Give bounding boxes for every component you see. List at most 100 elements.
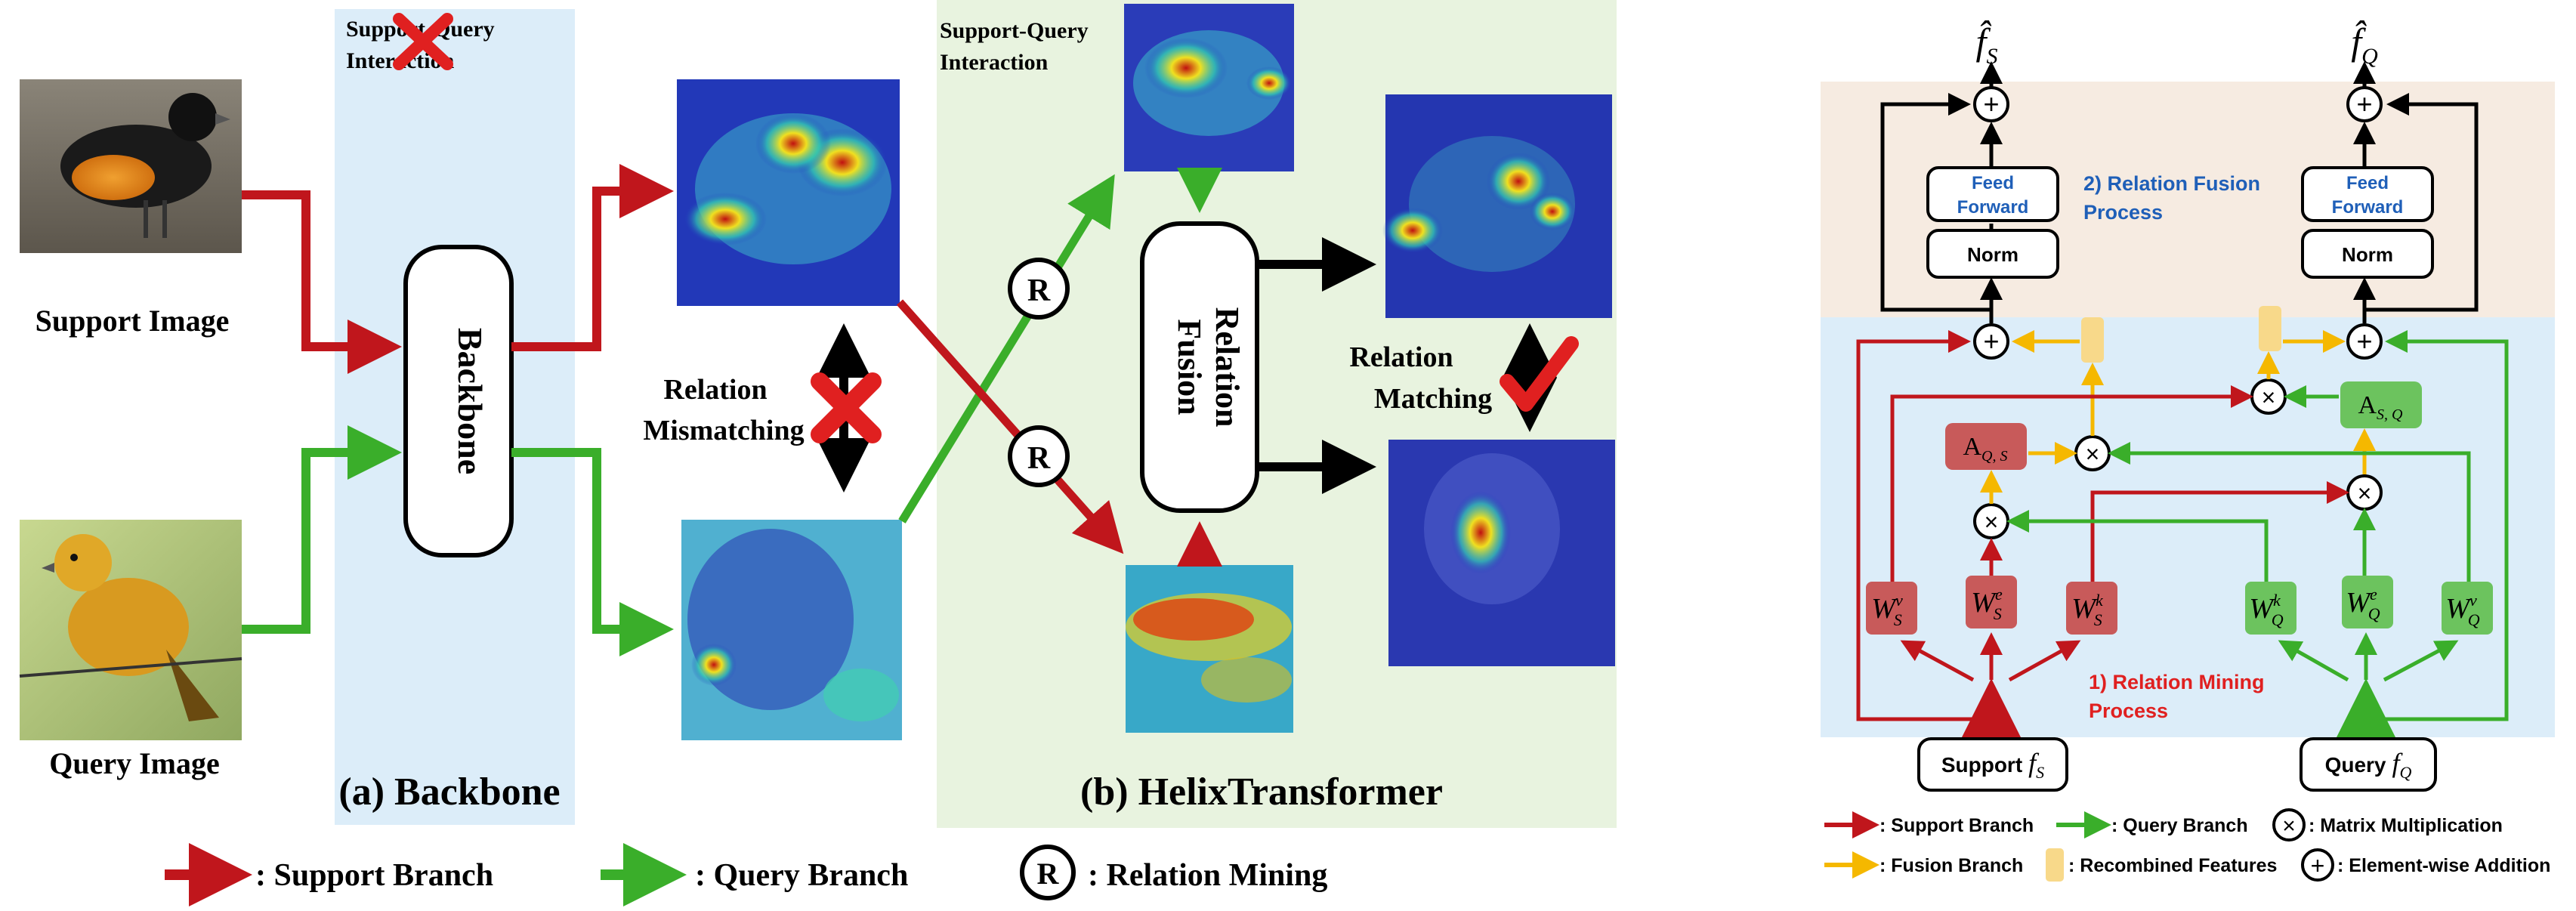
heatmap-helix-top (1124, 4, 1294, 171)
arrow-query-cross (898, 174, 1115, 523)
arrow-support-cross (896, 299, 1124, 554)
plus-icon-s-bottom: + (1973, 323, 2009, 360)
line-wqk-to-times4 (2006, 510, 2269, 582)
legend-query-label: : Query Branch (695, 858, 908, 893)
arrow-support-to-backbone (242, 190, 402, 374)
svg-text:f̂Q: f̂Q (2351, 20, 2378, 69)
svg-text:f̂S: f̂S (1976, 20, 1998, 69)
svg-text:×: × (1985, 508, 1999, 536)
relation-mining-symbol-upper: R (1008, 258, 1070, 320)
skip-s (1880, 93, 1991, 312)
arrow-query-to-backbone (242, 425, 402, 634)
feed-forward-q (2301, 166, 2434, 222)
svg-text:WkQ: Wk Q (2249, 591, 2283, 629)
w-box-s-k: Wk S (2066, 582, 2117, 635)
backbone-box-label: Backbone (451, 328, 490, 474)
svg-text:R: R (1037, 857, 1060, 891)
legend-r-fusion-label: : Fusion Branch (1879, 855, 2023, 876)
recombined-feature-q (2259, 306, 2281, 351)
legend-r-plus-icon: + (2301, 848, 2334, 882)
w-box-q-e: We Q (2342, 576, 2393, 628)
query-input-box (2300, 737, 2437, 792)
plus-icon-q-top: + (2346, 86, 2383, 122)
svg-text:+: + (2311, 852, 2325, 879)
legend-relation-mining-symbol: R (1020, 845, 1076, 900)
w-box-s-v: Wv S (1866, 582, 1917, 635)
times-icon-1: × (2250, 378, 2287, 415)
output-support-label: f̂S (1976, 20, 1998, 69)
arrow-q-to-wqk (2278, 640, 2349, 682)
line-wsk-to-times3 (2090, 481, 2349, 582)
legend-r-recombined-label: : Recombined Features (2068, 855, 2277, 876)
legend-r-times-icon: × (2272, 808, 2306, 842)
cross-icon-large (811, 372, 882, 443)
query-image-label: Query Image (49, 746, 220, 780)
mining-process-line1: 1) Relation Mining (2089, 671, 2265, 693)
backbone-box (403, 245, 514, 557)
arrow-q-to-wqv (2383, 640, 2459, 682)
support-image (20, 79, 242, 253)
cross-icon-small (393, 13, 453, 70)
w-box-s-e: We S (1966, 576, 2017, 628)
svg-text:×: × (2262, 384, 2276, 411)
svg-text:+: + (1983, 326, 1999, 357)
legend-r-elementwise-label: : Element-wise Addition (2337, 855, 2550, 876)
a-sq-box (2340, 381, 2422, 428)
legend-r-matrix-label: : Matrix Multiplication (2309, 815, 2503, 836)
svg-text:WeS: We S (1971, 585, 2003, 623)
relation-mismatching-line1: Relation (663, 374, 767, 406)
fusion-process-line2: Process (2083, 201, 2163, 224)
fusion-process-line1: 2) Relation Fusion (2083, 172, 2260, 195)
recombined-feature-s (2081, 317, 2104, 363)
svg-text:WvQ: Wv Q (2445, 591, 2479, 629)
query-image (19, 520, 242, 740)
feed-forward-q-line2: Forward (2332, 197, 2404, 218)
a-sq-label: AS, Q (2358, 391, 2403, 423)
sqi-b-line1: Support-Query (940, 18, 1089, 43)
heatmap-output-query (1388, 440, 1615, 666)
plus-icon-q-bottom: + (2346, 323, 2383, 360)
relation-mining-symbol-lower: R (1008, 425, 1070, 487)
relation-fusion-box (1140, 221, 1259, 513)
norm-s-label: Norm (1967, 243, 2018, 266)
support-input-box (1917, 737, 2068, 792)
relation-matching-line1: Relation (1349, 341, 1453, 373)
checkmark-icon (1500, 336, 1579, 412)
svg-text:+: + (2356, 88, 2372, 119)
output-query-label: f̂Q (2351, 20, 2378, 69)
line-wsv-to-times1 (1890, 385, 2253, 582)
heatmap-helix-bottom (1126, 565, 1293, 733)
feed-forward-s-line1: Feed (1972, 173, 2014, 193)
legend-r-support-label: : Support Branch (1879, 815, 2034, 836)
svg-text:WvS: Wv S (1871, 591, 1903, 629)
relation-matching-line2: Matching (1374, 383, 1492, 415)
query-input-label: Query fQ (2325, 748, 2412, 782)
norm-q-label: Norm (2342, 243, 2393, 266)
svg-text:WeQ: We Q (2346, 585, 2380, 623)
support-image-label: Support Image (36, 304, 230, 338)
svg-text:WkS: Wk S (2071, 591, 2104, 629)
relation-fusion-line1: Relation (1209, 307, 1246, 428)
w-box-q-k: Wk Q (2245, 582, 2296, 635)
caption-helix: (b) HelixTransformer (1080, 770, 1443, 814)
heatmap-query-backbone (681, 520, 902, 740)
legend-r-query-label: : Query Branch (2111, 815, 2248, 836)
arrow-s-to-wsv (1900, 640, 1975, 682)
relation-fusion-line2: Fusion (1171, 319, 1208, 415)
caption-backbone: (a) Backbone (338, 770, 560, 814)
line-s-residual (1856, 330, 1987, 721)
sqi-b-line2: Interaction (940, 50, 1049, 75)
times-icon-3: × (2346, 474, 2383, 511)
legend-r-recombined-swatch (2046, 848, 2064, 882)
a-qs-box (1945, 423, 2027, 470)
arrow-s-to-wsk (2008, 640, 2081, 682)
times-icon-4: × (1973, 503, 2009, 539)
svg-text:×: × (2358, 480, 2372, 507)
mining-process-line2: Process (2089, 699, 2168, 722)
a-qs-label: AQ, S (1963, 433, 2007, 465)
svg-text:×: × (2282, 814, 2296, 838)
feed-forward-s-line2: Forward (1957, 197, 2029, 218)
line-wqv-to-times2 (2108, 442, 2471, 582)
heatmap-support-backbone (677, 79, 900, 306)
